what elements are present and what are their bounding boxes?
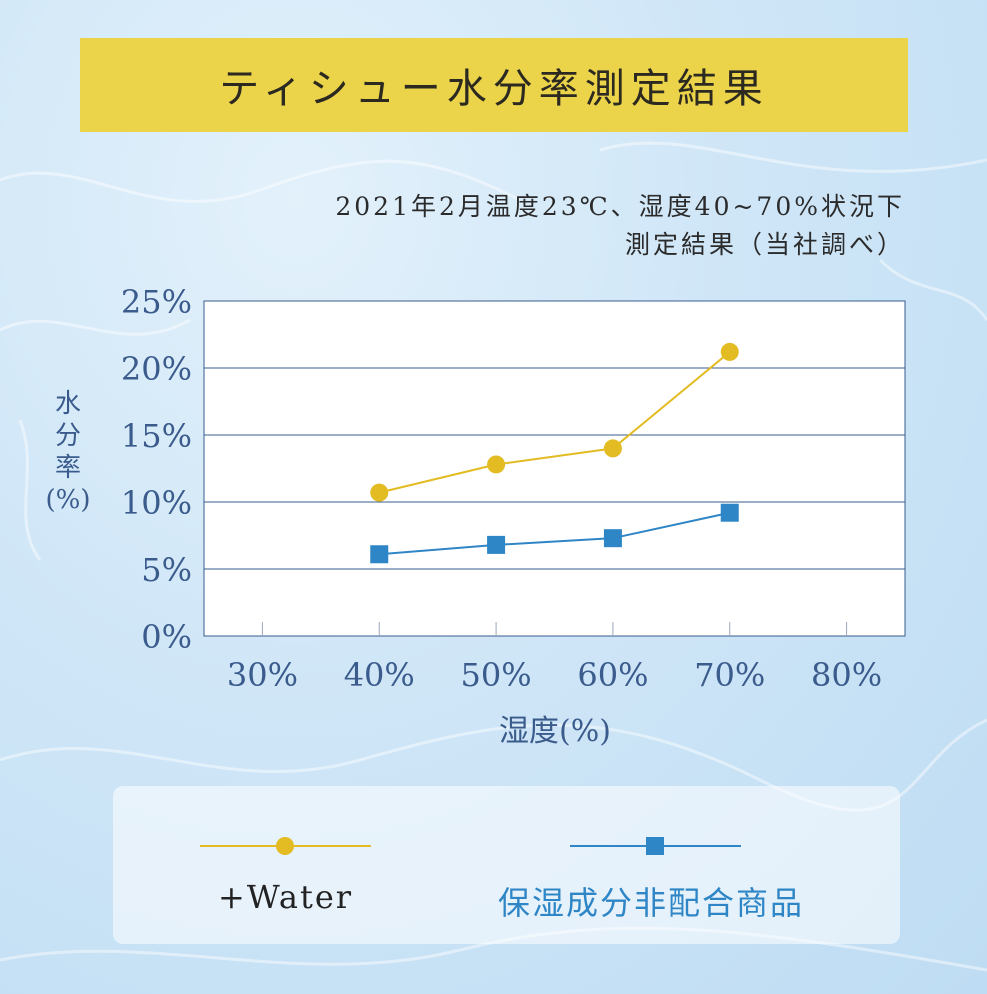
subtitle-line-2: 測定結果（当社調べ） [624, 230, 905, 259]
legend-water-marker [276, 837, 294, 855]
x-tick-label: 50% [461, 656, 532, 694]
y-axis-label-char: 率 [54, 453, 81, 483]
x-tick-label: 30% [227, 656, 298, 694]
data-point-water [487, 455, 506, 474]
y-axis-label-char: 水 [54, 389, 81, 419]
data-point-water [370, 483, 389, 502]
subtitle-line-1: 2021年2月温度23℃、湿度40~70%状況下 [335, 192, 905, 221]
data-point-water [603, 439, 622, 458]
legend-markers [200, 837, 741, 855]
page-title: ティシュー水分率測定結果 [219, 66, 769, 112]
x-tick-label: 80% [811, 656, 882, 694]
y-axis-label-char: 分 [54, 421, 81, 451]
plot-area [203, 300, 906, 637]
y-tick-label: 10% [121, 484, 192, 522]
x-tick-label: 40% [344, 656, 415, 694]
data-point-normal [720, 503, 739, 522]
y-tick-label: 20% [121, 350, 192, 388]
y-tick-label: 15% [121, 417, 192, 455]
y-tick-label: 0% [141, 618, 192, 656]
legend-normal-marker [646, 837, 664, 855]
legend-water-label: +Water [218, 878, 354, 916]
legend: +Water 保湿成分非配合商品 [113, 786, 900, 944]
data-point-water [720, 342, 739, 361]
x-tick-label: 70% [694, 656, 765, 694]
data-point-normal [603, 529, 622, 548]
y-tick-label: 5% [141, 551, 192, 589]
data-point-normal [370, 545, 389, 564]
y-tick-label: 25% [121, 283, 192, 321]
title-banner: ティシュー水分率測定結果 [80, 38, 908, 132]
y-axis-label-char: (%) [45, 485, 91, 515]
legend-normal-label: 保湿成分非配合商品 [498, 884, 805, 922]
data-point-normal [487, 535, 506, 554]
line-chart: 0% 5% 10% 15% 20% 25% 30% 40% 50% 60% 70% 80% [121, 283, 906, 694]
x-axis-label: 湿度(%) [499, 714, 611, 749]
x-tick-label: 60% [577, 656, 648, 694]
series-line-normal [379, 511, 730, 556]
y-axis-label: 水 分 率 (%) [38, 388, 98, 516]
subtitle: 2021年2月温度23℃、湿度40~70%状況下 測定結果（当社調べ） [335, 188, 905, 264]
series-line-water [379, 351, 731, 494]
